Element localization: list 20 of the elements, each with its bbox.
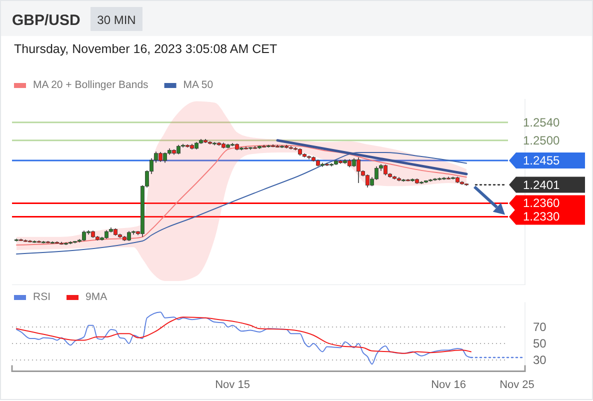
text: 30 MIN xyxy=(97,13,136,27)
legend-label: MA 20 + Bollinger Bands xyxy=(33,79,148,91)
y-tick-label: 50 xyxy=(533,336,547,350)
y-tick-label: 1.2455 xyxy=(523,154,560,168)
x-tick-label: Nov 15 xyxy=(215,379,250,392)
legend-label: 9MA xyxy=(86,291,108,303)
legend-label: RSI xyxy=(33,291,51,303)
chart-subtitle: Thursday, November 16, 2023 3:05:08 AM CET xyxy=(14,42,278,56)
y-tick-label: 1.2500 xyxy=(523,133,560,148)
y-tick-label: 30 xyxy=(533,353,547,367)
y-tick-label: 1.2330 xyxy=(523,210,560,224)
line-series xyxy=(16,316,472,354)
text: Nov 25 xyxy=(500,379,534,392)
y-tick-label: 1.2540 xyxy=(523,115,560,130)
chart-title: GBP/USD xyxy=(12,12,81,29)
legend-label: MA 50 xyxy=(183,79,214,91)
y-tick-label: 1.2360 xyxy=(523,196,560,210)
x-tick-label: Nov 16 xyxy=(431,379,466,392)
y-tick-label: 70 xyxy=(533,320,547,334)
y-tick-label: 1.2401 xyxy=(523,178,560,192)
